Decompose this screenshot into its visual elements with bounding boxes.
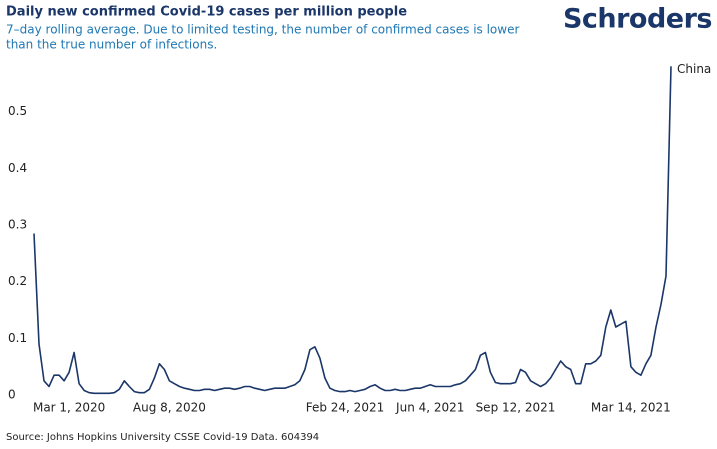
x-tick-label: Sep 12, 2021 [476,401,556,415]
chart-subtitle: than the true number of infections. [6,38,217,52]
x-tick-label: Mar 14, 2021 [591,401,671,415]
x-tick-label: Jun 4, 2021 [395,401,464,415]
y-tick-label: 0.3 [8,218,27,232]
y-tick-label: 0.2 [8,274,27,288]
chart-subtitle: 7–day rolling average. Due to limited te… [6,23,519,37]
y-tick-label: 0.5 [8,104,27,118]
chart-title: Daily new confirmed Covid-19 cases per m… [6,5,407,20]
series-line [33,66,672,395]
x-tick-label: Feb 24, 2021 [306,401,385,415]
series-label: China [677,62,711,76]
x-tick-label: Mar 1, 2020 [33,401,105,415]
x-tick-label: Aug 8, 2020 [133,401,206,415]
brand-logo: Schroders [563,4,712,35]
y-tick-label: 0.1 [8,331,27,345]
y-tick-label: 0 [8,388,16,402]
y-tick-label: 0.4 [8,161,27,175]
source-note: Source: Johns Hopkins University CSSE Co… [6,432,319,443]
